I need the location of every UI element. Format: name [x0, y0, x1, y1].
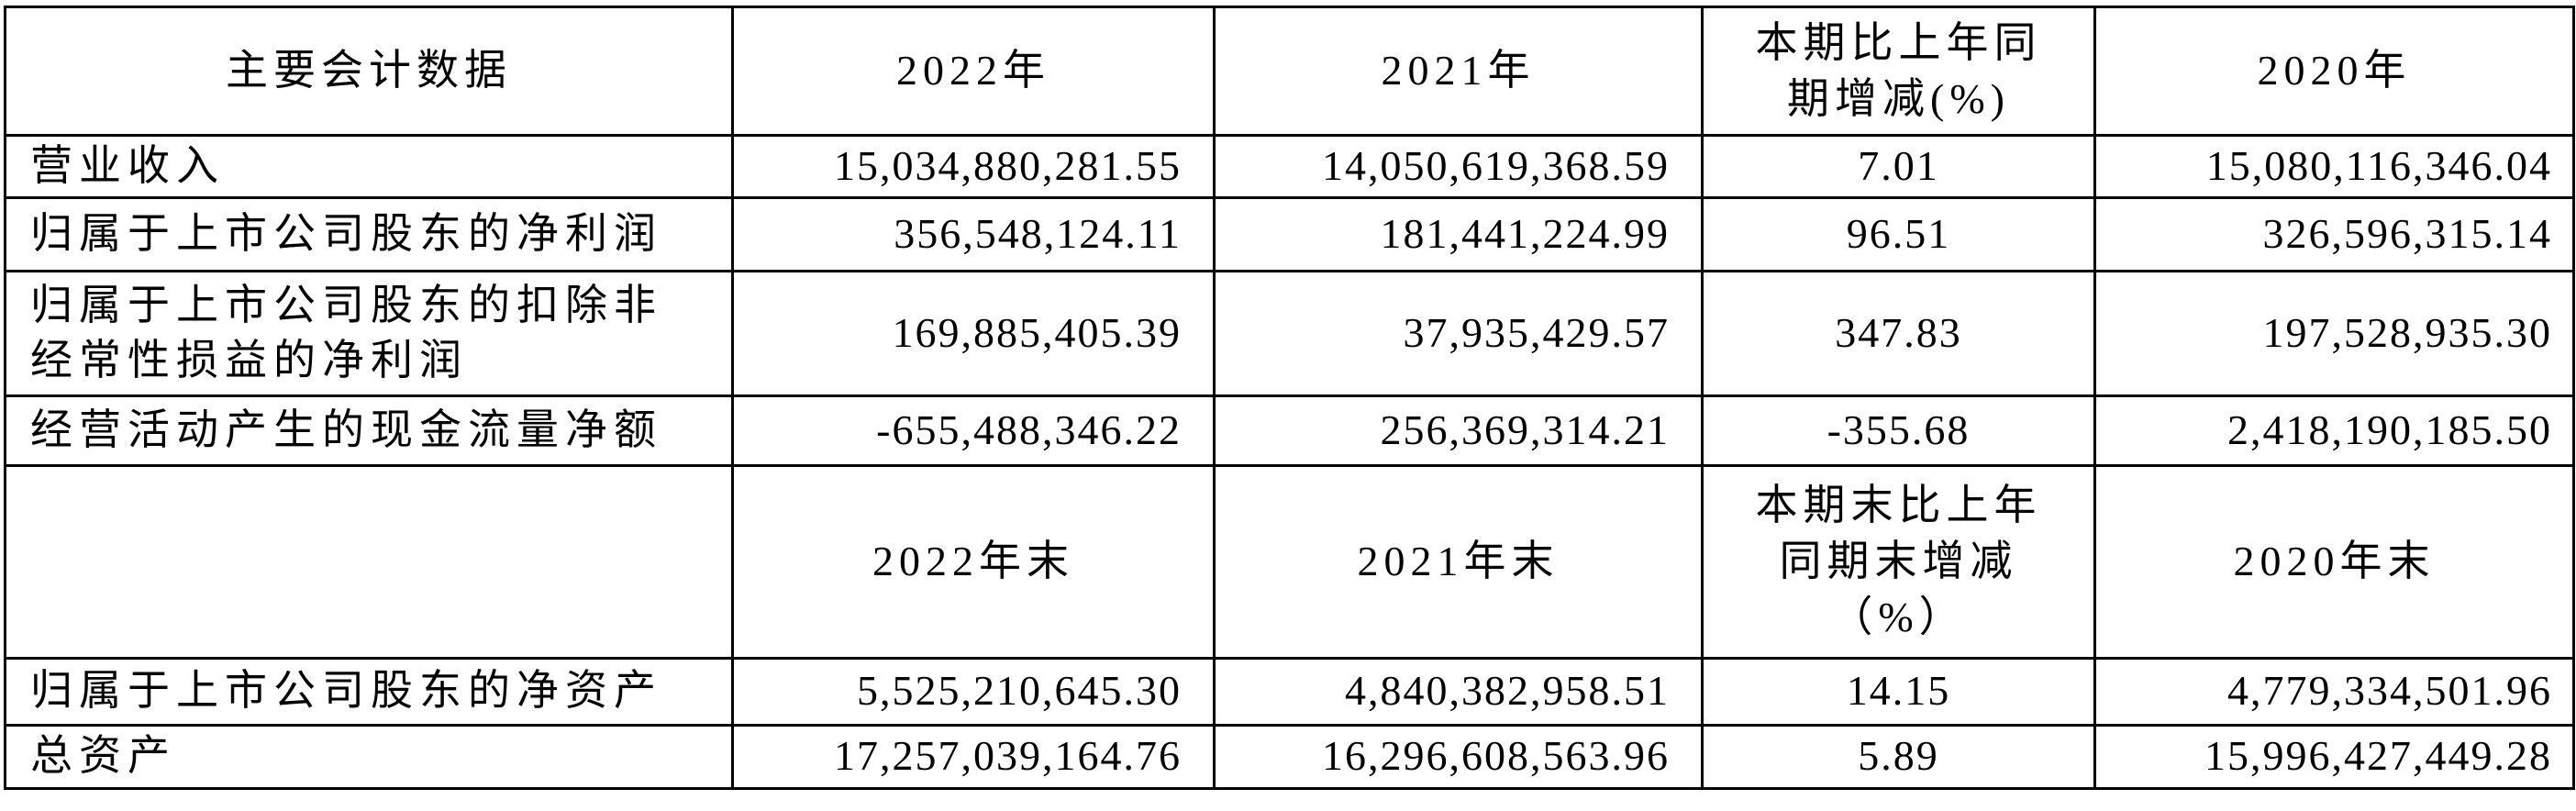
row-label-net-profit-deducted: 归属于上市公司股东的扣除非 经常性损益的净利润: [4, 269, 734, 397]
row-label-operating-revenue: 营业收入: [4, 134, 734, 199]
header-period-end-empty: [4, 463, 734, 660]
cell-net-profit-2022: 356,548,124.11: [731, 195, 1216, 272]
cell-net-profit-deducted-2022: 169,885,405.39: [731, 269, 1216, 397]
header-year-2020: 2020年: [2093, 6, 2575, 137]
cell-operating-revenue-2020: 15,080,116,346.04: [2093, 134, 2575, 199]
table-row-net-profit: 归属于上市公司股东的净利润 356,548,124.11 181,441,224…: [4, 195, 2575, 272]
cell-net-profit-deducted-change: 347.83: [1701, 269, 2096, 397]
row-label-net-profit: 归属于上市公司股东的净利润: [4, 195, 734, 272]
cell-net-assets-2020: 4,779,334,501.96: [2093, 656, 2575, 727]
cell-net-assets-2021: 4,840,382,958.51: [1213, 656, 1704, 727]
header-end-2021: 2021年末: [1213, 463, 1704, 660]
cell-net-profit-change: 96.51: [1701, 195, 2096, 272]
table-row-total-assets: 总资产 17,257,039,164.76 16,296,608,563.96 …: [4, 723, 2575, 790]
cell-net-profit-deducted-2021: 37,935,429.57: [1213, 269, 1704, 397]
cell-total-assets-2021: 16,296,608,563.96: [1213, 723, 1704, 790]
header-yoy-change: 本期比上年同 期增减(%): [1701, 6, 2096, 137]
cell-net-profit-deducted-2020: 197,528,935.30: [2093, 269, 2575, 397]
cell-net-assets-change: 14.15: [1701, 656, 2096, 727]
cell-operating-cash-flow-2022: -655,488,346.22: [731, 394, 1216, 467]
cell-total-assets-change: 5.89: [1701, 723, 2096, 790]
header-end-change: 本期末比上年 同期末增减 （%）: [1701, 463, 2096, 660]
table-row-operating-revenue: 营业收入 15,034,880,281.55 14,050,619,368.59…: [4, 134, 2575, 199]
cell-operating-cash-flow-2020: 2,418,190,185.50: [2093, 394, 2575, 467]
header-end-2022: 2022年末: [731, 463, 1216, 660]
cell-net-profit-2021: 181,441,224.99: [1213, 195, 1704, 272]
row-label-operating-cash-flow: 经营活动产生的现金流量净额: [4, 394, 734, 467]
cell-operating-revenue-2022: 15,034,880,281.55: [731, 134, 1216, 199]
table-row-operating-cash-flow: 经营活动产生的现金流量净额 -655,488,346.22 256,369,31…: [4, 394, 2575, 467]
header-year-2021: 2021年: [1213, 6, 1704, 137]
cell-operating-cash-flow-change: -355.68: [1701, 394, 2096, 467]
cell-net-assets-2022: 5,525,210,645.30: [731, 656, 1216, 727]
cell-operating-revenue-2021: 14,050,619,368.59: [1213, 134, 1704, 199]
cell-total-assets-2022: 17,257,039,164.76: [731, 723, 1216, 790]
cell-operating-cash-flow-2021: 256,369,314.21: [1213, 394, 1704, 467]
header-end-2020: 2020年末: [2093, 463, 2575, 660]
cell-net-profit-2020: 326,596,315.14: [2093, 195, 2575, 272]
table-row-net-profit-deducted: 归属于上市公司股东的扣除非 经常性损益的净利润 169,885,405.39 3…: [4, 269, 2575, 397]
table-row-header-period-end: 2022年末 2021年末 本期末比上年 同期末增减 （%） 2020年末: [4, 463, 2575, 660]
cell-operating-revenue-change: 7.01: [1701, 134, 2096, 199]
row-label-net-assets: 归属于上市公司股东的净资产: [4, 656, 734, 727]
table-row-net-assets: 归属于上市公司股东的净资产 5,525,210,645.30 4,840,382…: [4, 656, 2575, 727]
header-year-2022: 2022年: [731, 6, 1216, 137]
cell-total-assets-2020: 15,996,427,449.28: [2093, 723, 2575, 790]
table-row-header-annual: 主要会计数据 2022年 2021年 本期比上年同 期增减(%) 2020年: [4, 6, 2575, 137]
financial-summary-table: 主要会计数据 2022年 2021年 本期比上年同 期增减(%) 2020年 营…: [4, 6, 2575, 790]
row-label-total-assets: 总资产: [4, 723, 734, 790]
header-metric-label: 主要会计数据: [4, 6, 734, 137]
